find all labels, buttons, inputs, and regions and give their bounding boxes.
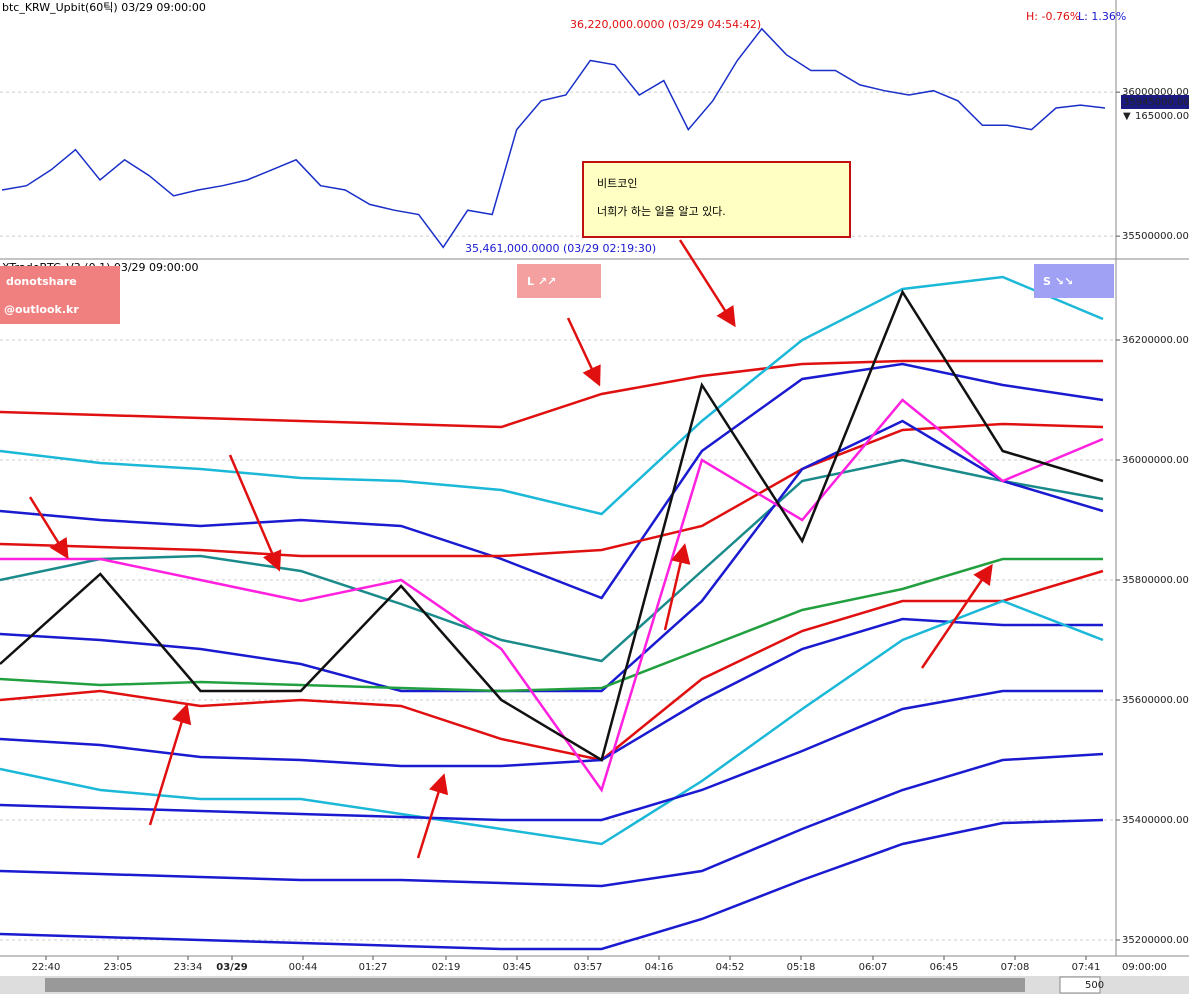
- x-tick-label: 05:18: [787, 962, 816, 973]
- header-title: btc_KRW_Upbit(60틱) 03/29 09:00:00: [2, 1, 206, 14]
- y-tick-label: 36000000.00: [1122, 87, 1189, 98]
- watermark: donotshare: [6, 275, 77, 288]
- trough-label: 35,461,000.0000 (03/29 02:19:30): [465, 242, 656, 255]
- x-tick-label: 03:57: [574, 962, 603, 973]
- short-signal: S ↘↘: [1043, 275, 1073, 288]
- arrow: [663, 543, 691, 631]
- short-box: [1034, 264, 1114, 298]
- last-price: 35945000.000: [1123, 97, 1189, 108]
- series-line: [0, 617, 1103, 768]
- series-line: [0, 289, 1104, 762]
- x-tick-label: 00:44: [289, 962, 318, 973]
- x-tick-label: 02:19: [432, 962, 461, 973]
- y-tick-label: 35600000.00: [1122, 695, 1189, 706]
- y-tick-label: 35800000.00: [1122, 575, 1189, 586]
- y-tick-label: 36200000.00: [1122, 335, 1189, 346]
- price-box: [1121, 95, 1189, 109]
- x-tick-label: 03:45: [503, 962, 532, 973]
- zoom-value: 500: [1085, 980, 1104, 991]
- watermark: @outlook.kr: [4, 303, 79, 316]
- series-line: [0, 599, 1104, 846]
- series-line: [0, 362, 1104, 600]
- y-tick-label: 36000000.00: [1122, 455, 1189, 466]
- y-tick-label: 35200000.00: [1122, 935, 1189, 946]
- x-tick-label: 06:45: [930, 962, 959, 973]
- long-signal: L ↗↗: [527, 275, 556, 288]
- series-line: [0, 422, 1104, 558]
- x-tick-label: 06:07: [859, 962, 888, 973]
- x-tick-label: 03/29: [216, 962, 248, 973]
- x-tick-label: 07:08: [1001, 962, 1030, 973]
- arrow: [228, 454, 282, 572]
- peak-label: 36,220,000.0000 (03/29 04:54:42): [570, 18, 761, 31]
- callout-box: [582, 161, 851, 238]
- series-line: [0, 557, 1103, 693]
- y-tick-label: 35400000.00: [1122, 815, 1189, 826]
- callout-text: 너희가 하는 일을 알고 있다.: [597, 204, 726, 218]
- series-line: [0, 359, 1103, 429]
- x-tick-label: 04:16: [645, 962, 674, 973]
- series-line: [0, 818, 1104, 951]
- series-line: [1, 27, 1106, 249]
- arrow: [416, 773, 449, 859]
- y-tick-label: 35500000.00: [1122, 231, 1189, 242]
- callout-text: 비트코인: [597, 177, 637, 190]
- change: 165000.000: [1135, 111, 1189, 122]
- x-tick-label: 23:34: [174, 962, 203, 973]
- scroll-thumb[interactable]: [45, 978, 1025, 992]
- plot: [0, 27, 1106, 951]
- arrow: [920, 563, 993, 669]
- header-low: L: 1.36%: [1078, 10, 1126, 23]
- arrow: [148, 703, 192, 826]
- arrow: [566, 317, 601, 387]
- arrows: [28, 239, 993, 859]
- arrow: [28, 496, 69, 560]
- zoom-box[interactable]: [1059, 976, 1101, 994]
- x-tick-label: 04:52: [716, 962, 745, 973]
- x-tick-label: 23:05: [104, 962, 133, 973]
- series-line: [0, 398, 1104, 793]
- series-line: [0, 458, 1104, 663]
- x-tick-label: 07:41: [1072, 962, 1101, 973]
- series-line: [0, 689, 1103, 822]
- series-line: [0, 275, 1104, 516]
- header-high: H: -0.76%: [1026, 10, 1080, 23]
- x-tick-label: 01:27: [359, 962, 388, 973]
- change-icon: ▼: [1123, 111, 1131, 122]
- series-line: [0, 752, 1104, 888]
- time-end: 09:00:00: [1122, 962, 1167, 973]
- x-tick-label: 22:40: [32, 962, 61, 973]
- long-box: [517, 264, 601, 298]
- watermark-box: [0, 266, 120, 324]
- arrow: [678, 239, 736, 328]
- series-line: [0, 419, 1104, 693]
